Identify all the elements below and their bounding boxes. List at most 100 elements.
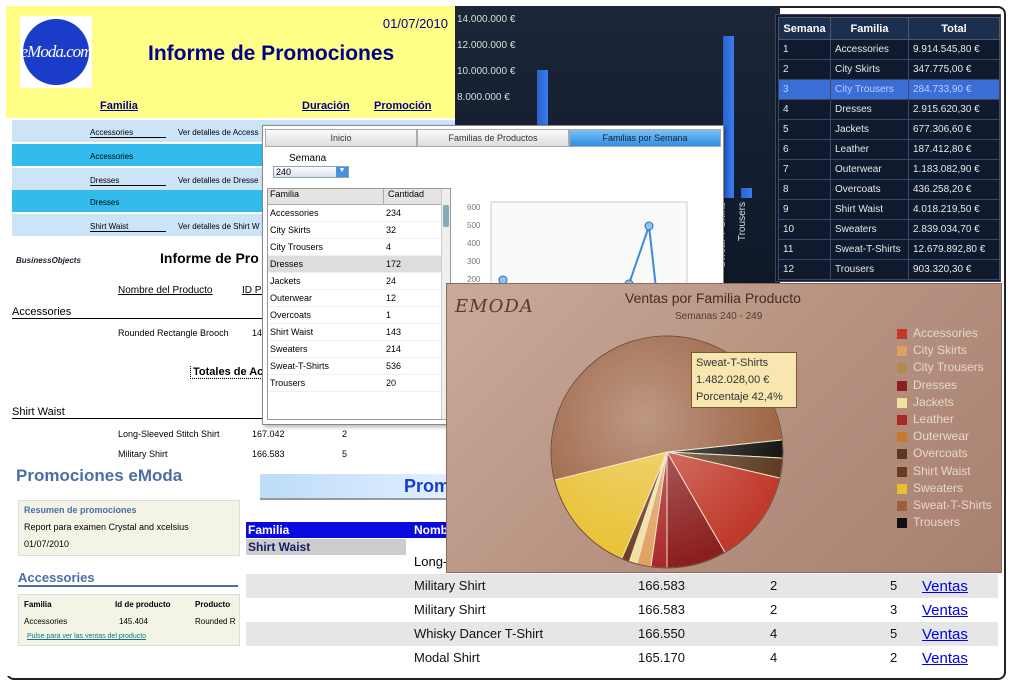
week-row[interactable]: 12 Trousers 903.320,30 € [778,259,1000,280]
row-detail-link[interactable]: Ver detalles de Dresse [178,176,259,185]
cell-total: 1.183.082,90 € [908,159,1000,180]
list-cantidad: 32 [386,225,397,235]
cell-semana: 7 [778,159,831,180]
list-familia: Sweaters [270,344,308,354]
item-id: 166.583 [252,449,285,459]
list-familia: City Trousers [270,242,324,252]
tab-inicio[interactable]: Inicio [265,129,417,147]
banner-title: Prom [404,476,451,496]
legend-item[interactable]: Jackets [897,395,1007,412]
ventas-link[interactable]: Ventas [922,626,968,643]
cell-name: Military Shirt [414,602,486,617]
week-row[interactable]: 3 City Trousers 284.733,90 € [778,79,1000,100]
cell-d: 5 [890,578,898,593]
list-col-familia[interactable]: Familia [268,189,384,204]
list-row[interactable]: Dresses 172 [268,256,450,273]
cell-q: 2 [770,602,778,617]
list-col-cantidad[interactable]: Cantidad [388,189,425,199]
cell-semana: 1 [778,39,831,60]
th-familia[interactable]: Familia [830,17,909,40]
ventas-link[interactable]: Ventas [922,578,968,595]
semana-select[interactable]: 240 ▼ [273,166,349,178]
legend-item[interactable]: Accessories [897,326,1007,343]
week-row[interactable]: 1 Accessories 9.914.545,80 € [778,39,1000,60]
cell-total: 2.915.620,30 € [908,99,1000,120]
tab-familias-productos[interactable]: Familias de Productos [417,129,569,147]
week-row[interactable]: 2 City Skirts 347.775,00 € [778,59,1000,80]
week-row[interactable]: 7 Outerwear 1.183.082,90 € [778,159,1000,180]
chart-bar[interactable] [741,188,752,198]
list-cantidad: 234 [386,208,402,218]
legend-item[interactable]: Trousers [897,515,1007,532]
list-row[interactable]: City Skirts 32 [268,222,450,239]
list-row[interactable]: Sweat-T-Shirts 536 [268,358,450,375]
legend-item[interactable]: Overcoats [897,446,1007,463]
legend-item[interactable]: City Skirts [897,343,1007,360]
pie-tooltip: Sweat-T-Shirts 1.482.028,00 € Porcentaje… [691,352,797,408]
list-row[interactable]: Jackets 24 [268,273,450,290]
cell-familia: Overcoats [830,179,909,200]
legend-item[interactable]: City Trousers [897,360,1007,377]
list-row[interactable]: Accessories 234 [268,205,450,222]
businessobjects-logo: BusinessObjects [16,256,81,265]
scroll-thumb[interactable] [443,205,449,227]
week-row[interactable]: 11 Sweat-T-Shirts 12.679.892,80 € [778,239,1000,260]
row-familia: Dresses [90,198,120,207]
col-duracion: Duración [302,100,350,112]
legend-item[interactable]: Leather [897,412,1007,429]
ventas-link[interactable]: Pulse para ver las ventas del producto [27,633,147,640]
list-row[interactable]: Shirt Waist 143 [268,324,450,341]
chevron-down-icon[interactable]: ▼ [336,167,348,177]
line-y-tick: 200 [467,275,481,284]
line-y-tick: 300 [467,257,481,266]
legend-label: Jackets [913,394,954,409]
ventas-link[interactable]: Ventas [922,602,968,619]
tooltip-value: 1.482.028,00 € [696,374,770,386]
row-detail-link[interactable]: Ver detalles de Access [178,128,259,137]
chart-bar[interactable] [723,36,734,198]
list-row[interactable]: Overcoats 1 [268,307,450,324]
cell-producto: Rounded R [195,617,236,626]
th-semana[interactable]: Semana [778,17,831,40]
first-item: Long- [414,554,448,569]
list-familia: Overcoats [270,310,312,320]
list-row[interactable]: City Trousers 4 [268,239,450,256]
cell-id: 145.404 [119,617,148,626]
legend-item[interactable]: Dresses [897,378,1007,395]
tab-familias-semana[interactable]: Familias por Semana [569,129,721,147]
item-qty: 5 [342,449,348,459]
ventas-link[interactable]: Ventas [922,650,968,667]
list-row[interactable]: Trousers 20 [268,375,450,392]
list-scrollbar[interactable] [441,189,450,419]
line-point[interactable] [644,221,654,231]
list-row[interactable]: Sweaters 214 [268,341,450,358]
legend-item[interactable]: Outerwear [897,429,1007,446]
week-row[interactable]: 6 Leather 187.412,80 € [778,139,1000,160]
row-detail-link[interactable]: Ver detalles de Shirt W [178,222,260,231]
col-familia: Familia [100,100,138,112]
row-familia: Shirt Waist [90,222,166,232]
week-row[interactable]: 9 Shirt Waist 4.018.219,50 € [778,199,1000,220]
week-row[interactable]: 5 Jackets 677.306,60 € [778,119,1000,140]
section-accessories: Accessories [18,570,238,587]
list-familia: Shirt Waist [270,327,314,337]
week-row[interactable]: 8 Overcoats 436.258,20 € [778,179,1000,200]
cell-familia: Accessories [830,39,909,60]
group-shirt-waist: Shirt Waist [12,406,262,419]
item-qty: 2 [342,429,348,439]
list-row[interactable]: Outerwear 12 [268,290,450,307]
emoda-logo: eModa.com [20,16,92,88]
cell-q: 4 [770,650,778,665]
item-name: Rounded Rectangle Brooch [118,328,229,338]
th-total[interactable]: Total [908,17,1000,40]
cell-semana: 4 [778,99,831,120]
legend-swatch [897,466,907,477]
cell-familia: Accessories [24,617,68,626]
pie-subtitle: Semanas 240 - 249 [675,311,763,322]
legend-item[interactable]: Sweat-T-Shirts [897,498,1007,515]
legend-item[interactable]: Sweaters [897,481,1007,498]
legend-item[interactable]: Shirt Waist [897,464,1007,481]
week-row[interactable]: 10 Sweaters 2.839.034,70 € [778,219,1000,240]
week-row[interactable]: 4 Dresses 2.915.620,30 € [778,99,1000,120]
cell-d: 3 [890,602,898,617]
